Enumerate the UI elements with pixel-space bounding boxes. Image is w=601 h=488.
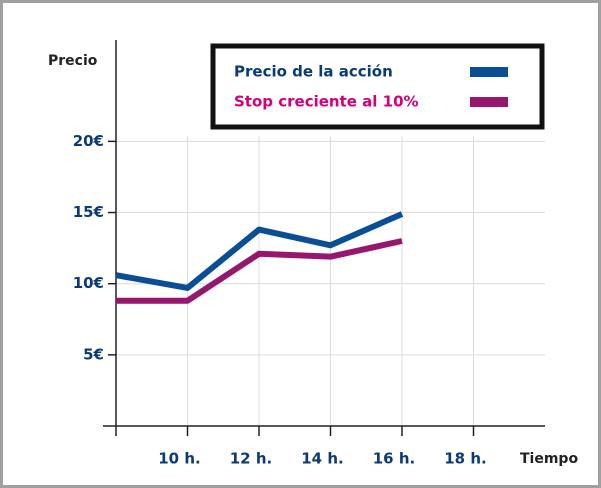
y-tick-label: 20€: [73, 132, 104, 150]
y-tick-label: 5€: [83, 345, 104, 363]
x-tick-label: 14 h.: [301, 450, 343, 468]
x-tick-label: 10 h.: [158, 450, 200, 468]
legend-swatch: [470, 67, 508, 77]
legend-box: [210, 43, 545, 130]
line-series: [115, 211, 404, 291]
line-series: [116, 238, 403, 304]
x-tick-label: 18 h.: [444, 450, 486, 468]
y-tick-label: 10€: [73, 274, 104, 292]
legend-label: Stop creciente al 10%: [234, 93, 419, 111]
legend-label: Precio de la acción: [234, 63, 393, 81]
y-tick-label: 15€: [73, 203, 104, 221]
legend-swatch: [470, 97, 508, 107]
x-tick-label: 12 h.: [230, 450, 272, 468]
x-axis-label: Tiempo: [520, 451, 578, 467]
x-tick-label: 16 h.: [373, 450, 415, 468]
y-axis-label: Precio: [48, 53, 98, 69]
